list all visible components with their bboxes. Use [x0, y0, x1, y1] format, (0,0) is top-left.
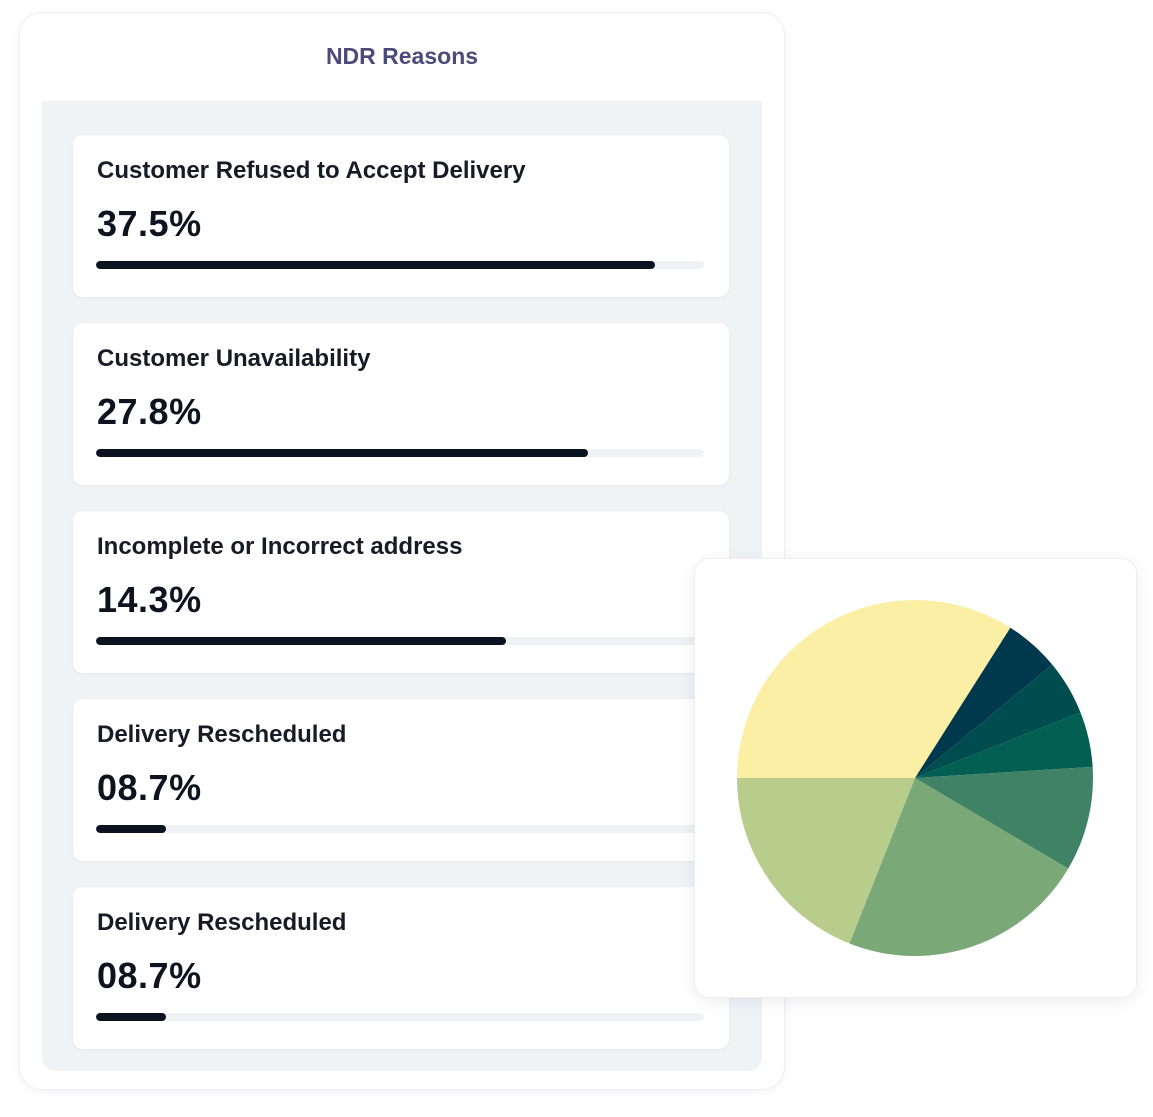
- reason-label: Customer Unavailability: [97, 345, 371, 372]
- progress-track: [96, 1013, 704, 1021]
- reasons-panel: Customer Refused to Accept Delivery 37.5…: [42, 101, 762, 1071]
- reason-item: Customer Refused to Accept Delivery 37.5…: [73, 135, 729, 297]
- pie-slice: [915, 664, 1081, 778]
- reason-item: Delivery Rescheduled 08.7%: [73, 887, 729, 1049]
- progress-fill: [96, 1013, 166, 1021]
- reason-label: Customer Refused to Accept Delivery: [97, 157, 526, 184]
- reason-item: Delivery Rescheduled 08.7%: [73, 699, 729, 861]
- progress-fill: [96, 825, 166, 833]
- pie-slice: [915, 712, 1093, 778]
- progress-track: [96, 637, 704, 645]
- reason-label: Delivery Rescheduled: [97, 909, 347, 936]
- reason-percentage: 08.7%: [97, 767, 202, 808]
- pie-slice: [737, 599, 1011, 778]
- reason-label: Delivery Rescheduled: [97, 721, 347, 748]
- ndr-reasons-card: NDR Reasons Customer Refused to Accept D…: [20, 13, 784, 1089]
- card-title: NDR Reasons: [325, 43, 479, 69]
- reason-item: Customer Unavailability 27.8%: [73, 323, 729, 485]
- progress-fill: [96, 261, 656, 269]
- progress-track: [96, 825, 704, 833]
- reason-percentage: 37.5%: [97, 203, 202, 244]
- reason-item: Incomplete or Incorrect address 14.3%: [73, 511, 729, 673]
- pie-slice: [737, 778, 915, 944]
- progress-fill: [96, 637, 507, 645]
- reason-percentage: 08.7%: [97, 955, 202, 996]
- pie-slice: [849, 778, 1069, 957]
- pie-slice: [915, 627, 1053, 778]
- reason-label: Incomplete or Incorrect address: [97, 533, 463, 560]
- progress-fill: [96, 449, 589, 457]
- reason-percentage: 27.8%: [97, 391, 202, 432]
- pie-chart: [737, 599, 1094, 957]
- pie-slice: [915, 766, 1094, 869]
- reason-percentage: 14.3%: [97, 579, 202, 620]
- progress-track: [96, 449, 704, 457]
- progress-track: [96, 261, 704, 269]
- pie-chart-card: [695, 559, 1136, 997]
